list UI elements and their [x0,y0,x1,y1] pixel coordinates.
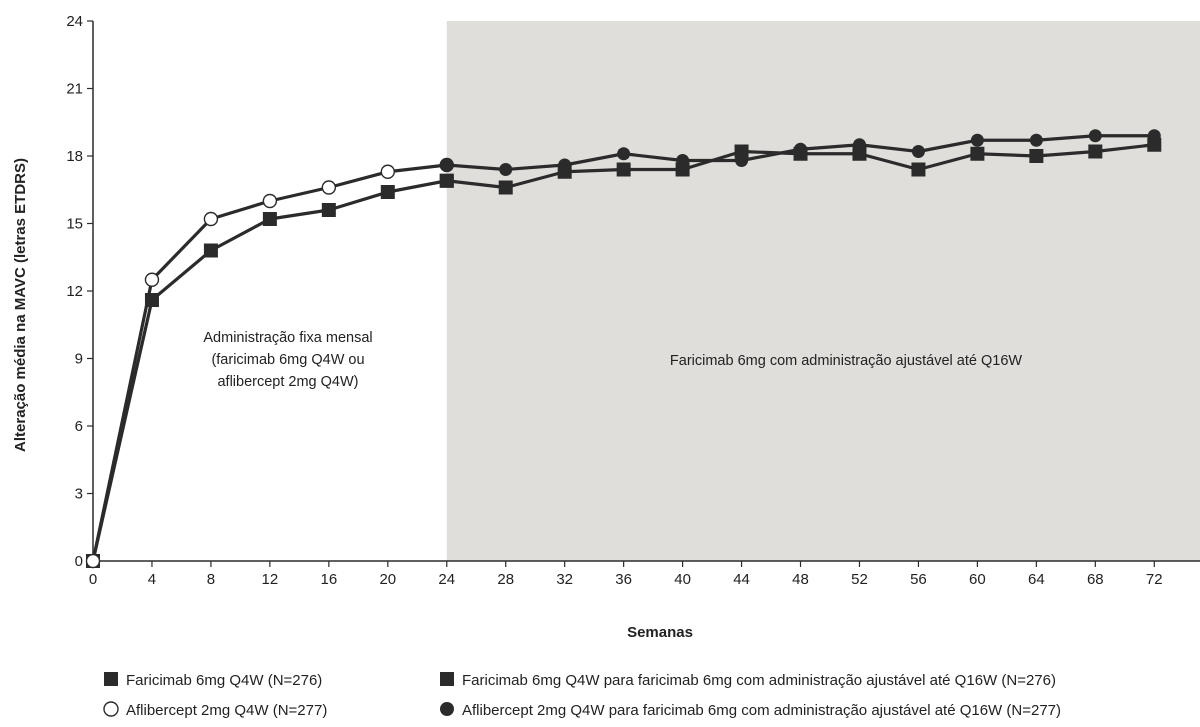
annotation-fixed-dosing: Administração fixa mensal [203,330,372,346]
x-tick-label: 8 [207,571,215,588]
series-layer [85,129,1162,569]
data-point [321,203,336,217]
y-tick-label: 15 [66,216,83,233]
legend-label: Aflibercept 2mg Q4W (N=277) [126,702,327,719]
data-point [1147,137,1162,152]
legend-item: Aflibercept 2mg Q4W (N=277) [103,701,327,719]
legend-item: Faricimab 6mg Q4W (N=276) [104,672,322,689]
x-tick-label: 44 [733,571,750,588]
legend-label: Faricimab 6mg Q4W para faricimab 6mg com… [462,672,1056,689]
x-tick-label: 16 [320,571,337,588]
data-point [970,133,984,147]
data-point [735,154,749,167]
data-point [1088,129,1102,143]
data-point [85,553,101,569]
x-tick-label: 32 [556,571,573,588]
legend-marker-open-circle-icon [103,701,119,717]
shaded-region [446,21,1200,561]
x-tick-label: 72 [1146,571,1163,588]
data-point [852,138,866,152]
data-point [1147,129,1161,143]
x-tick-label: 0 [89,571,97,588]
data-point [911,162,926,177]
y-tick-label: 3 [75,486,83,503]
data-point [498,180,513,195]
y-tick-label: 12 [66,283,83,300]
y-tick-label: 21 [66,81,83,98]
data-point [1029,149,1044,163]
data-point [911,145,925,158]
x-tick-label: 40 [674,571,691,588]
data-point [262,193,278,209]
annotation-fixed-dosing: aflibercept 2mg Q4W) [217,374,358,390]
data-point [616,162,631,177]
data-point [734,144,749,159]
y-tick-label: 24 [66,13,83,30]
y-axis-title: Alteração média na MAVC (letras ETDRS) [12,158,29,452]
annotation-adjustable-dosing: Faricimab 6mg com administração ajustáve… [670,353,1022,369]
legend: Faricimab 6mg Q4W (N=276) Aflibercept 2mg… [103,672,1061,719]
series-4 [440,129,1161,176]
legend-marker-filled-circle-icon [440,702,454,716]
data-point [262,212,277,226]
x-tick-label: 68 [1087,571,1104,588]
x-tick-label: 20 [379,571,396,588]
x-tick-label: 36 [615,571,632,588]
series-line [91,179,448,562]
legend-item: Faricimab 6mg Q4W para faricimab 6mg com… [440,672,1056,689]
data-point [144,272,160,287]
legend-label: Aflibercept 2mg Q4W para faricimab 6mg c… [462,702,1061,719]
data-point [852,146,867,161]
data-point [1029,133,1043,147]
data-point [794,142,808,156]
series-2 [85,157,454,569]
data-point [970,146,985,161]
data-point [321,180,337,195]
data-point [439,173,454,188]
y-tick-label: 0 [75,553,83,570]
x-tick-label: 48 [792,571,809,588]
y-tick-label: 18 [66,148,83,165]
x-tick-label: 12 [262,571,279,588]
data-point [617,147,631,161]
x-axis-title: Semanas [627,624,693,641]
x-tick-label: 64 [1028,571,1045,588]
data-point [558,158,572,172]
annotation-fixed-dosing: (faricimab 6mg Q4W ou [211,352,364,368]
legend-item: Aflibercept 2mg Q4W para faricimab 6mg c… [440,702,1061,719]
x-tick-label: 4 [148,571,156,588]
data-point [380,185,395,199]
y-tick-label: 9 [75,351,83,368]
legend-marker-square-icon [104,672,118,686]
x-tick-label: 52 [851,571,868,588]
data-point [380,164,395,179]
data-point [203,243,218,258]
data-point [440,158,454,172]
x-tick-label: 28 [497,571,514,588]
x-tick-label: 60 [969,571,986,588]
data-point [1088,144,1103,159]
data-point [675,162,690,177]
legend-marker-square-icon [440,672,454,686]
x-tick-label: 56 [910,571,927,588]
data-point [203,211,219,227]
x-tick-label: 24 [438,571,455,588]
series-1 [86,173,454,568]
annotations: Administração fixa mensal (faricimab 6mg … [203,330,1022,390]
data-point [676,154,690,167]
legend-label: Faricimab 6mg Q4W (N=276) [126,672,322,689]
data-point [499,163,513,176]
y-tick-label: 6 [75,418,83,435]
